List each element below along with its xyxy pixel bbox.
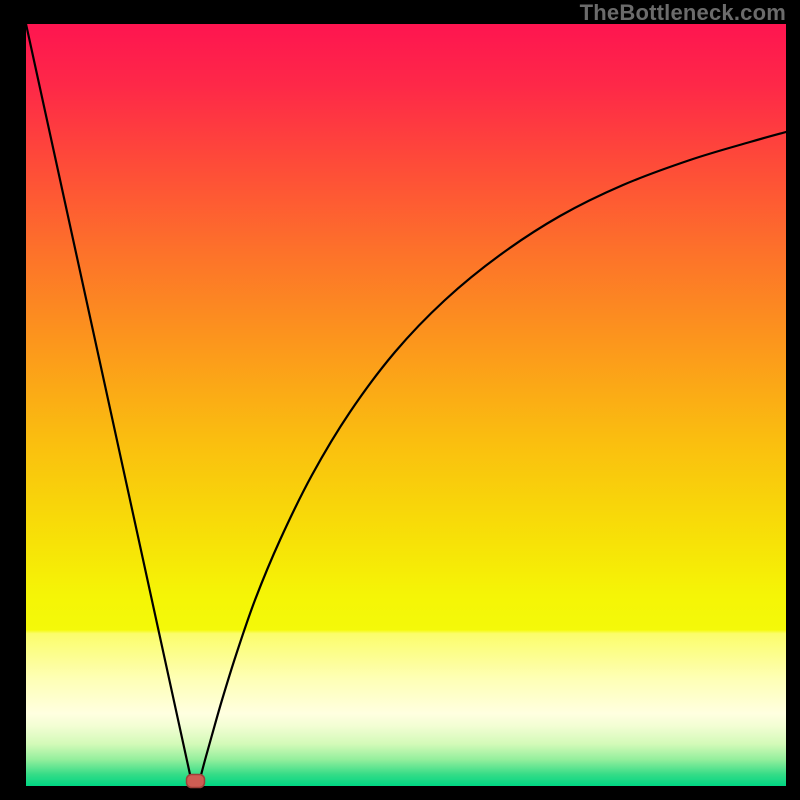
chart-container: TheBottleneck.com xyxy=(0,0,800,800)
bottleneck-marker xyxy=(187,775,205,788)
bottleneck-chart xyxy=(0,0,800,800)
chart-plot-area xyxy=(26,24,786,786)
